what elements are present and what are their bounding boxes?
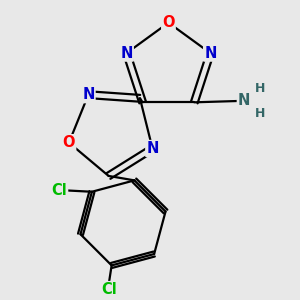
Text: N: N xyxy=(204,46,217,61)
Text: O: O xyxy=(63,135,75,150)
Text: Cl: Cl xyxy=(101,282,117,297)
Text: N: N xyxy=(146,141,159,156)
Text: Cl: Cl xyxy=(51,183,67,198)
Text: N: N xyxy=(120,46,133,61)
Text: N: N xyxy=(238,93,250,108)
Text: H: H xyxy=(254,107,265,120)
Text: N: N xyxy=(82,87,94,102)
Text: O: O xyxy=(162,15,175,30)
Text: H: H xyxy=(254,82,265,94)
